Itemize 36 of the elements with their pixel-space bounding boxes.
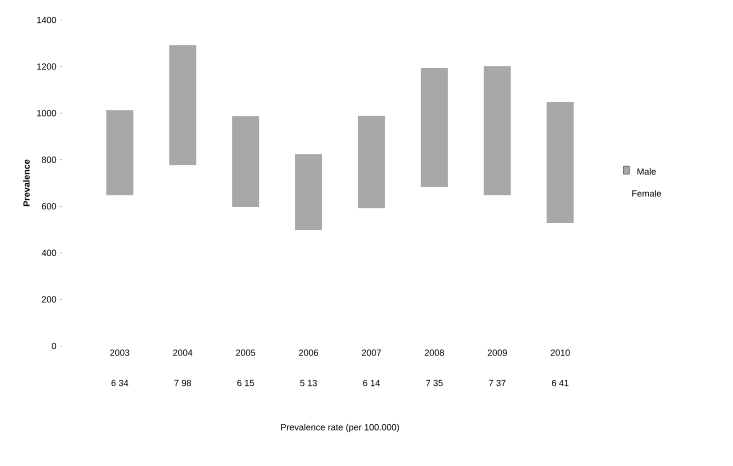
- y-tick-label: 800: [42, 156, 56, 163]
- bar: [546, 102, 574, 224]
- x-tick-label: 2008: [424, 350, 444, 356]
- legend-label: Male: [638, 168, 656, 175]
- y-tick-label: 1200: [37, 63, 56, 70]
- x-tick-label: 2003: [110, 350, 130, 356]
- y-tick-label: 200: [42, 296, 56, 303]
- bar: [232, 116, 260, 207]
- bar: [484, 66, 511, 196]
- y-tick-label: 600: [42, 203, 56, 210]
- x-tick-label: 2009: [488, 350, 507, 356]
- text: 5 13: [300, 380, 317, 386]
- bar: [420, 68, 448, 187]
- bar: [169, 45, 196, 166]
- y-axis-title: Prevalence: [23, 160, 30, 206]
- y-tick-label: 1000: [37, 110, 56, 116]
- bar: [106, 110, 134, 196]
- text: 6 34: [112, 380, 128, 386]
- x-tick-label: 2005: [236, 350, 256, 356]
- text: 6 14: [363, 380, 380, 386]
- x-tick-label: 2010: [550, 350, 570, 356]
- x-tick-label: 2006: [299, 350, 318, 356]
- x-tick-label: 2007: [362, 350, 381, 356]
- y-tick-label: 400: [42, 250, 56, 256]
- text: Prevalence rate (per 100.000): [281, 424, 399, 432]
- x-tick-label: 2004: [173, 350, 192, 356]
- text: 7 35: [426, 380, 443, 386]
- text: Female: [632, 190, 662, 197]
- text: 7 37: [489, 380, 506, 386]
- text: 6 15: [237, 380, 254, 386]
- text: 7 98: [174, 380, 192, 386]
- bar: [358, 116, 385, 208]
- bar: [295, 154, 322, 230]
- y-tick-label: 0: [52, 342, 56, 350]
- y-tick-label: 1400: [37, 16, 56, 24]
- text: 6 41: [552, 380, 568, 386]
